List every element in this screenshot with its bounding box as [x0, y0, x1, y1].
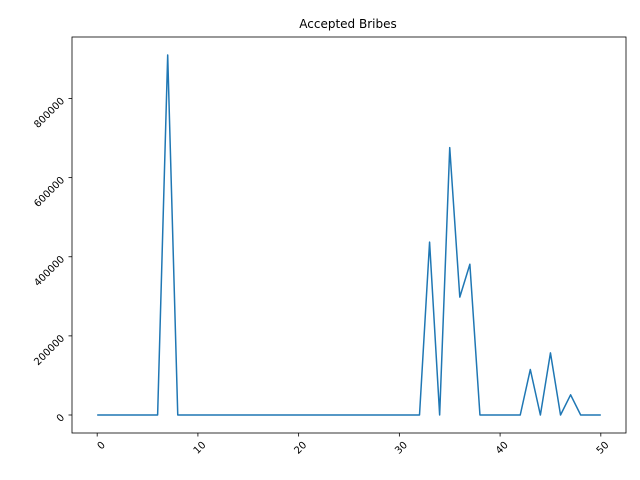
- y-axis: 0 200000 400000 600000 800000: [32, 96, 72, 425]
- x-tick-label: 0: [96, 440, 108, 452]
- x-tick-label: 30: [393, 440, 410, 457]
- x-tick-label: 20: [293, 440, 310, 457]
- y-tick-label: 200000: [32, 333, 67, 368]
- x-tick-label: 40: [494, 440, 511, 457]
- chart-title: Accepted Bribes: [299, 17, 396, 31]
- y-tick-label: 800000: [32, 96, 67, 131]
- axes-frame: [71, 36, 627, 434]
- y-tick-label: 400000: [32, 254, 67, 289]
- y-tick-label: 0: [55, 412, 67, 424]
- x-tick-label: 50: [595, 440, 612, 457]
- series-line-0: [97, 54, 601, 416]
- y-tick-label: 600000: [32, 175, 67, 210]
- x-tick-label: 10: [192, 440, 209, 457]
- plot-area: [97, 54, 601, 416]
- x-axis: 0 10 20 30 40 50: [96, 433, 612, 457]
